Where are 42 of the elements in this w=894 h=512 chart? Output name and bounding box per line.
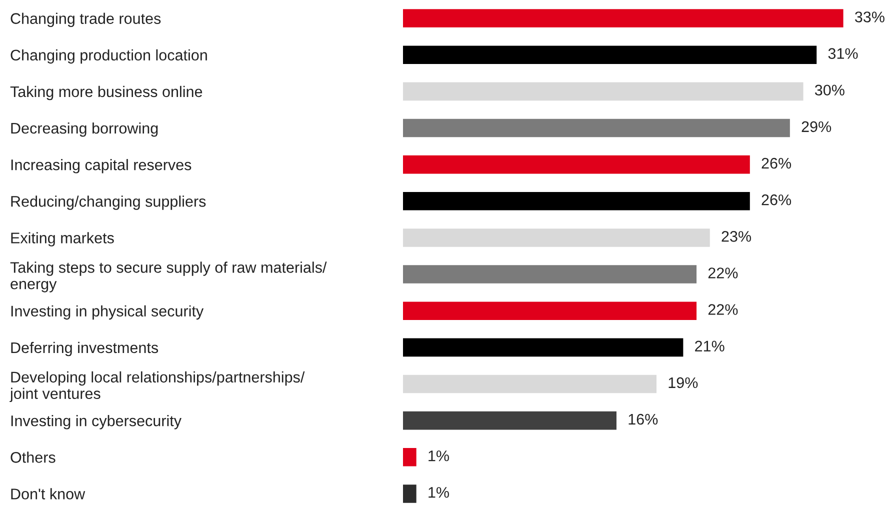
bar <box>403 9 844 28</box>
y-tick-label: Reducing/changing suppliers <box>11 196 206 210</box>
bar <box>403 302 697 320</box>
y-tick-label: Don't know <box>11 488 86 500</box>
y-tick-label: Taking more business online <box>10 86 202 100</box>
y-tick-label: Taking steps to secure supply of raw materials/ energy <box>10 262 327 292</box>
data-label: 1% <box>428 487 449 498</box>
bar <box>403 374 657 394</box>
y-tick-label: Increasing capital reserves <box>11 159 192 174</box>
data-label: 31% <box>828 48 858 59</box>
bar <box>403 155 750 174</box>
y-tick-label: Investing in cybersecurity <box>11 415 182 430</box>
data-label: 33% <box>854 12 884 22</box>
data-label: 23% <box>722 230 752 242</box>
data-label: 22% <box>708 304 738 315</box>
bar <box>403 411 616 430</box>
y-tick-label: Exiting markets <box>11 232 114 246</box>
data-label: 26% <box>762 158 792 169</box>
y-tick-label: Others <box>10 452 56 463</box>
y-tick-label: Decreasing borrowing <box>11 122 158 137</box>
data-label: 30% <box>814 84 844 96</box>
data-label: 26% <box>762 194 792 206</box>
bar <box>403 484 416 503</box>
bar <box>403 448 416 466</box>
y-tick-label: Changing trade routes <box>10 12 161 27</box>
data-label: 29% <box>802 121 832 132</box>
data-label: 21% <box>695 340 724 352</box>
bar <box>403 265 697 284</box>
bar <box>403 228 710 247</box>
bar <box>403 192 750 210</box>
data-label: 1% <box>428 450 449 462</box>
bar <box>403 118 790 138</box>
y-tick-label: Deferring investments <box>11 342 158 356</box>
bar <box>403 46 817 64</box>
data-label: 16% <box>628 414 658 425</box>
data-label: 22% <box>708 268 738 278</box>
data-label: 19% <box>668 377 698 388</box>
bar <box>403 338 684 357</box>
y-tick-label: Developing local relationships/partnerships/ joint ventures <box>10 371 305 402</box>
y-tick-label: Investing in physical security <box>11 305 204 320</box>
y-tick-label: Changing production location <box>10 49 207 64</box>
bar <box>403 82 804 101</box>
